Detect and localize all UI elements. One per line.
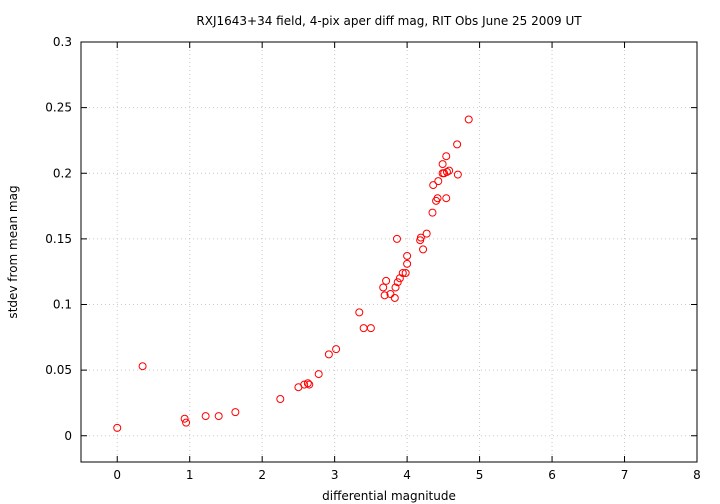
data-point: [332, 345, 341, 354]
x-tick-label: 7: [621, 468, 629, 482]
data-point: [303, 379, 312, 388]
data-point: [355, 308, 364, 317]
data-point: [438, 160, 447, 169]
y-axis-label: stdev from mean mag: [6, 185, 20, 318]
data-point: [391, 283, 400, 292]
data-point: [433, 194, 442, 203]
data-point: [392, 234, 401, 243]
axis-ticks: [81, 41, 698, 462]
x-axis-label: differential magnitude: [322, 489, 456, 503]
data-point: [419, 245, 428, 254]
data-point: [359, 324, 368, 333]
data-point: [382, 276, 391, 285]
x-tick-label: 4: [403, 468, 411, 482]
data-point: [214, 412, 223, 421]
data-point: [442, 152, 451, 161]
y-tick-label: 0.15: [45, 232, 72, 246]
x-tick-label: 2: [258, 468, 266, 482]
data-point: [231, 408, 240, 417]
x-tick-label: 6: [548, 468, 556, 482]
data-point: [422, 229, 431, 238]
data-point: [180, 414, 189, 423]
data-point: [442, 194, 451, 203]
data-point: [429, 181, 438, 190]
data-point: [464, 115, 473, 124]
data-point: [398, 269, 407, 277]
data-point: [416, 233, 425, 242]
data-point: [379, 283, 388, 292]
data-point: [324, 350, 333, 359]
data-point: [300, 380, 309, 389]
y-tick-labels: 0 0.05 0.1 0.15 0.2 0.25 0.3: [45, 35, 72, 443]
y-tick-label: 0.3: [53, 35, 72, 49]
data-point: [276, 395, 285, 403]
x-tick-label: 3: [331, 468, 339, 482]
x-tick-label: 0: [113, 468, 121, 482]
data-point: [445, 166, 454, 175]
data-point: [428, 208, 437, 217]
data-point: [314, 370, 323, 379]
data-point: [453, 170, 462, 179]
x-tick-label: 8: [693, 468, 701, 482]
data-point: [401, 269, 410, 277]
plot-frame: [80, 41, 698, 463]
data-point: [390, 293, 399, 302]
data-point: [403, 259, 412, 268]
data-point: [403, 251, 412, 260]
y-tick-label: 0.1: [53, 298, 72, 312]
data-point: [113, 423, 122, 432]
chart-title: RXJ1643+34 field, 4-pix aper diff mag, R…: [196, 14, 582, 28]
data-point: [305, 380, 314, 389]
y-tick-label: 0.05: [45, 363, 72, 377]
data-point: [386, 290, 395, 298]
data-point: [182, 418, 191, 427]
data-point: [434, 177, 443, 186]
x-tick-label: 5: [476, 468, 484, 482]
y-tick-label: 0: [64, 429, 72, 443]
y-tick-label: 0.25: [45, 101, 72, 115]
x-tick-labels: 0 1 2 3 4 5 6 7 8: [113, 468, 700, 482]
data-point: [453, 140, 462, 149]
data-point: [442, 167, 451, 176]
data-point: [393, 278, 402, 287]
data-point: [366, 324, 375, 333]
data-points: [113, 115, 473, 432]
y-tick-label: 0.2: [53, 166, 72, 180]
grid-lines: [81, 41, 698, 462]
data-point: [138, 362, 147, 371]
data-point: [201, 412, 210, 421]
x-tick-label: 1: [186, 468, 194, 482]
data-point: [380, 291, 389, 300]
